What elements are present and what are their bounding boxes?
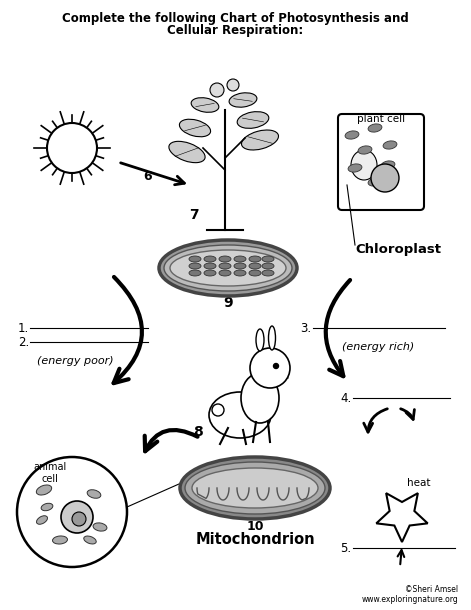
Text: 9: 9 xyxy=(223,296,233,310)
Ellipse shape xyxy=(249,263,261,269)
Ellipse shape xyxy=(179,119,211,137)
Circle shape xyxy=(227,79,239,91)
Text: 5.: 5. xyxy=(340,542,351,554)
Ellipse shape xyxy=(241,373,279,423)
Ellipse shape xyxy=(189,270,201,276)
Ellipse shape xyxy=(381,161,395,169)
Ellipse shape xyxy=(192,468,318,508)
Ellipse shape xyxy=(262,256,274,262)
Ellipse shape xyxy=(368,178,382,186)
Ellipse shape xyxy=(204,263,216,269)
Circle shape xyxy=(212,404,224,416)
Circle shape xyxy=(72,512,86,526)
Text: plant cell: plant cell xyxy=(357,114,405,124)
Text: animal
cell: animal cell xyxy=(33,462,66,484)
Ellipse shape xyxy=(345,131,359,139)
Ellipse shape xyxy=(169,142,205,163)
Ellipse shape xyxy=(84,536,96,544)
Text: www.exploringnature.org: www.exploringnature.org xyxy=(361,595,458,604)
Ellipse shape xyxy=(41,503,53,511)
Text: 6: 6 xyxy=(144,170,152,182)
Ellipse shape xyxy=(37,515,48,524)
Ellipse shape xyxy=(249,256,261,262)
Circle shape xyxy=(210,83,224,97)
Ellipse shape xyxy=(234,263,246,269)
Text: (energy poor): (energy poor) xyxy=(37,356,114,366)
Ellipse shape xyxy=(229,93,257,107)
Ellipse shape xyxy=(219,270,231,276)
Text: Cellular Respiration:: Cellular Respiration: xyxy=(167,24,303,37)
Ellipse shape xyxy=(87,490,101,498)
Polygon shape xyxy=(376,493,428,542)
Ellipse shape xyxy=(189,256,201,262)
Ellipse shape xyxy=(249,270,261,276)
Ellipse shape xyxy=(262,270,274,276)
Circle shape xyxy=(61,501,93,533)
Ellipse shape xyxy=(93,523,107,531)
FancyBboxPatch shape xyxy=(338,114,424,210)
Ellipse shape xyxy=(234,270,246,276)
Circle shape xyxy=(47,123,97,173)
Ellipse shape xyxy=(170,250,286,286)
Ellipse shape xyxy=(256,329,264,351)
Ellipse shape xyxy=(180,457,330,519)
Ellipse shape xyxy=(219,263,231,269)
Ellipse shape xyxy=(383,141,397,149)
Ellipse shape xyxy=(368,124,382,132)
Circle shape xyxy=(274,364,278,368)
Ellipse shape xyxy=(237,112,269,128)
Ellipse shape xyxy=(262,263,274,269)
Text: 7: 7 xyxy=(189,208,199,222)
Ellipse shape xyxy=(191,98,219,112)
Text: (energy rich): (energy rich) xyxy=(342,342,414,352)
Ellipse shape xyxy=(209,392,271,438)
Text: 4.: 4. xyxy=(340,392,351,404)
Circle shape xyxy=(371,164,399,192)
Text: heat: heat xyxy=(407,478,430,488)
Ellipse shape xyxy=(53,536,67,544)
Text: ©Sheri Amsel: ©Sheri Amsel xyxy=(405,585,458,594)
Text: 8: 8 xyxy=(193,425,203,439)
Text: 2.: 2. xyxy=(18,336,29,348)
Ellipse shape xyxy=(185,462,325,514)
Text: 3.: 3. xyxy=(300,321,311,334)
Text: 10: 10 xyxy=(246,520,264,533)
Ellipse shape xyxy=(204,270,216,276)
Ellipse shape xyxy=(36,485,52,495)
Ellipse shape xyxy=(189,263,201,269)
Ellipse shape xyxy=(268,326,276,350)
Ellipse shape xyxy=(219,256,231,262)
Ellipse shape xyxy=(348,164,362,172)
Text: Complete the following Chart of Photosynthesis and: Complete the following Chart of Photosyn… xyxy=(62,12,408,25)
Text: Chloroplast: Chloroplast xyxy=(355,243,441,256)
Ellipse shape xyxy=(242,130,278,150)
Ellipse shape xyxy=(204,256,216,262)
Ellipse shape xyxy=(358,146,372,154)
Ellipse shape xyxy=(351,150,377,180)
Ellipse shape xyxy=(159,240,297,296)
Circle shape xyxy=(17,457,127,567)
Ellipse shape xyxy=(164,245,292,291)
Circle shape xyxy=(250,348,290,388)
Text: 1.: 1. xyxy=(18,321,29,334)
Text: Mitochondrion: Mitochondrion xyxy=(195,532,315,547)
Ellipse shape xyxy=(234,256,246,262)
